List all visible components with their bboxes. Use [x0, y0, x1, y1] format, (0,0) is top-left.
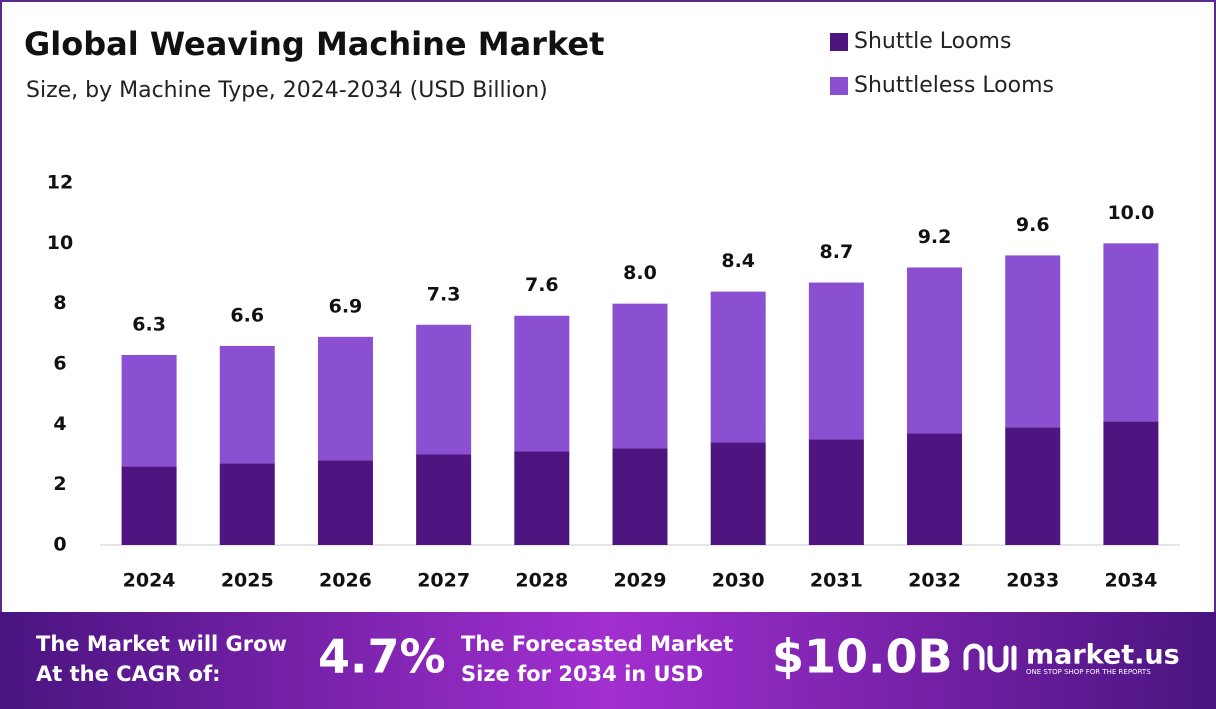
y-tick-label: 10	[47, 232, 73, 254]
bar-segment	[219, 345, 275, 464]
legend-label: Shuttle Looms	[854, 29, 1011, 54]
total-label: 7.3	[427, 283, 461, 305]
bar-segment	[121, 466, 177, 545]
x-tick-label: 2027	[417, 570, 470, 592]
cagr-value: 4.7%	[318, 630, 446, 684]
x-tick-label: 2031	[810, 570, 863, 592]
bar-segment	[317, 460, 373, 545]
y-tick-label: 8	[53, 292, 66, 314]
y-tick-label: 0	[53, 534, 66, 556]
bar-segment	[710, 291, 766, 443]
bar-segment	[514, 315, 570, 452]
total-label: 6.9	[329, 295, 363, 317]
total-label: 9.6	[1016, 214, 1050, 236]
chart-title: Global Weaving Machine Market	[24, 25, 604, 63]
forecast-value: $10.0B	[772, 630, 953, 684]
forecast-text: The Forecasted Market Size for 2034 in US…	[461, 632, 733, 686]
y-tick-label: 12	[47, 172, 73, 194]
total-label: 10.0	[1107, 202, 1154, 224]
cagr-text: The Market will Grow At the CAGR of:	[36, 632, 287, 686]
bar-segment	[1005, 427, 1061, 545]
y-tick-label: 2	[53, 473, 66, 495]
x-tick-label: 2033	[1006, 570, 1059, 592]
x-tick-label: 2032	[908, 570, 961, 592]
chart-subtitle: Size, by Machine Type, 2024-2034 (USD Bi…	[26, 78, 548, 103]
legend-label: Shuttleless Looms	[854, 73, 1054, 98]
legend-swatch	[830, 77, 848, 95]
brand: market.us	[1026, 640, 1180, 671]
bar-segment	[907, 433, 963, 545]
x-tick-label: 2028	[515, 570, 568, 592]
bar-segment	[808, 439, 864, 545]
bar-segment	[514, 451, 570, 545]
bar-segment	[219, 463, 275, 545]
x-tick-label: 2025	[221, 570, 274, 592]
y-tick-label: 6	[53, 353, 66, 375]
x-tick-label: 2024	[123, 570, 176, 592]
bar-segment	[1005, 255, 1061, 428]
x-tick-label: 2029	[614, 570, 667, 592]
bar-segment	[121, 354, 177, 467]
bar-segment	[710, 442, 766, 545]
total-label: 8.0	[623, 262, 657, 284]
logo-icon	[963, 643, 1017, 673]
total-label: 8.7	[820, 241, 854, 263]
x-tick-label: 2034	[1104, 570, 1157, 592]
tagline: ONE STOP SHOP FOR THE REPORTS	[1026, 668, 1151, 676]
bar-segment	[1103, 421, 1159, 545]
bar-segment	[1103, 243, 1159, 422]
bar-segment	[808, 282, 864, 440]
y-tick-label: 4	[53, 413, 66, 435]
total-label: 7.6	[525, 274, 559, 296]
total-label: 8.4	[721, 250, 755, 272]
bar-segment	[416, 454, 472, 545]
bar-segment	[416, 324, 472, 455]
bar-segment	[612, 448, 668, 545]
total-label: 9.2	[918, 226, 952, 248]
bar-segment	[317, 336, 373, 461]
legend-swatch	[830, 33, 848, 51]
x-tick-label: 2026	[319, 570, 372, 592]
bar-segment	[612, 303, 668, 449]
x-tick-label: 2030	[712, 570, 765, 592]
bar-segment	[907, 267, 963, 434]
total-label: 6.3	[132, 313, 166, 335]
total-label: 6.6	[230, 304, 264, 326]
